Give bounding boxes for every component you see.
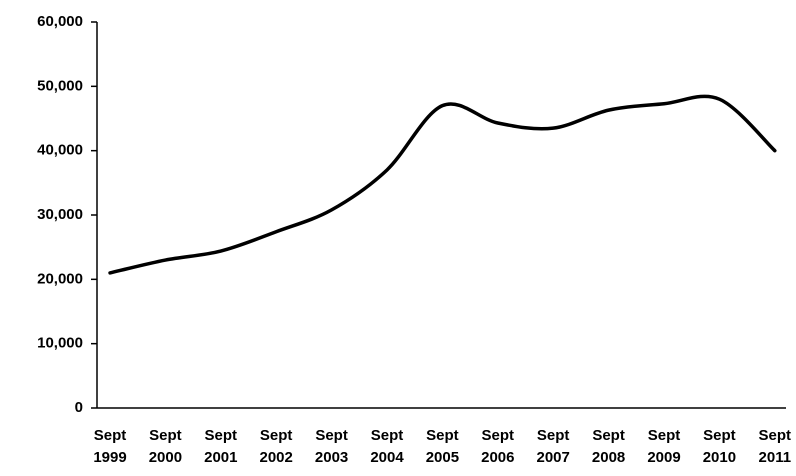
y-tick-label: 10,000 [37, 335, 83, 352]
y-tick-label: 20,000 [37, 270, 83, 287]
x-tick-label: Sept 2007 [536, 427, 570, 466]
x-tick-label: Sept 2010 [702, 427, 737, 466]
x-tick-label: Sept 2005 [425, 427, 460, 466]
y-tick-label: 30,000 [37, 206, 83, 223]
x-tick-label: Sept 1999 [93, 427, 127, 466]
y-tick-label: 0 [75, 399, 83, 416]
x-tick-label: Sept 2011 [758, 427, 792, 466]
x-tick-label: Sept 2003 [314, 427, 349, 466]
y-tick-label: 50,000 [37, 77, 83, 94]
x-tick-label: Sept 2001 [204, 427, 238, 466]
x-tick-label: Sept 2008 [591, 427, 626, 466]
line [108, 94, 777, 275]
x-tick-label: Sept 2000 [148, 427, 183, 466]
x-tick-label: Sept 2009 [647, 427, 681, 466]
x-tick-label: Sept 2006 [481, 427, 515, 466]
x-tick-label: Sept 2002 [259, 427, 293, 466]
y-tick-label: 40,000 [37, 142, 83, 159]
x-tick-label: Sept 2004 [370, 427, 404, 466]
y-tick-label: 60,000 [37, 13, 83, 30]
